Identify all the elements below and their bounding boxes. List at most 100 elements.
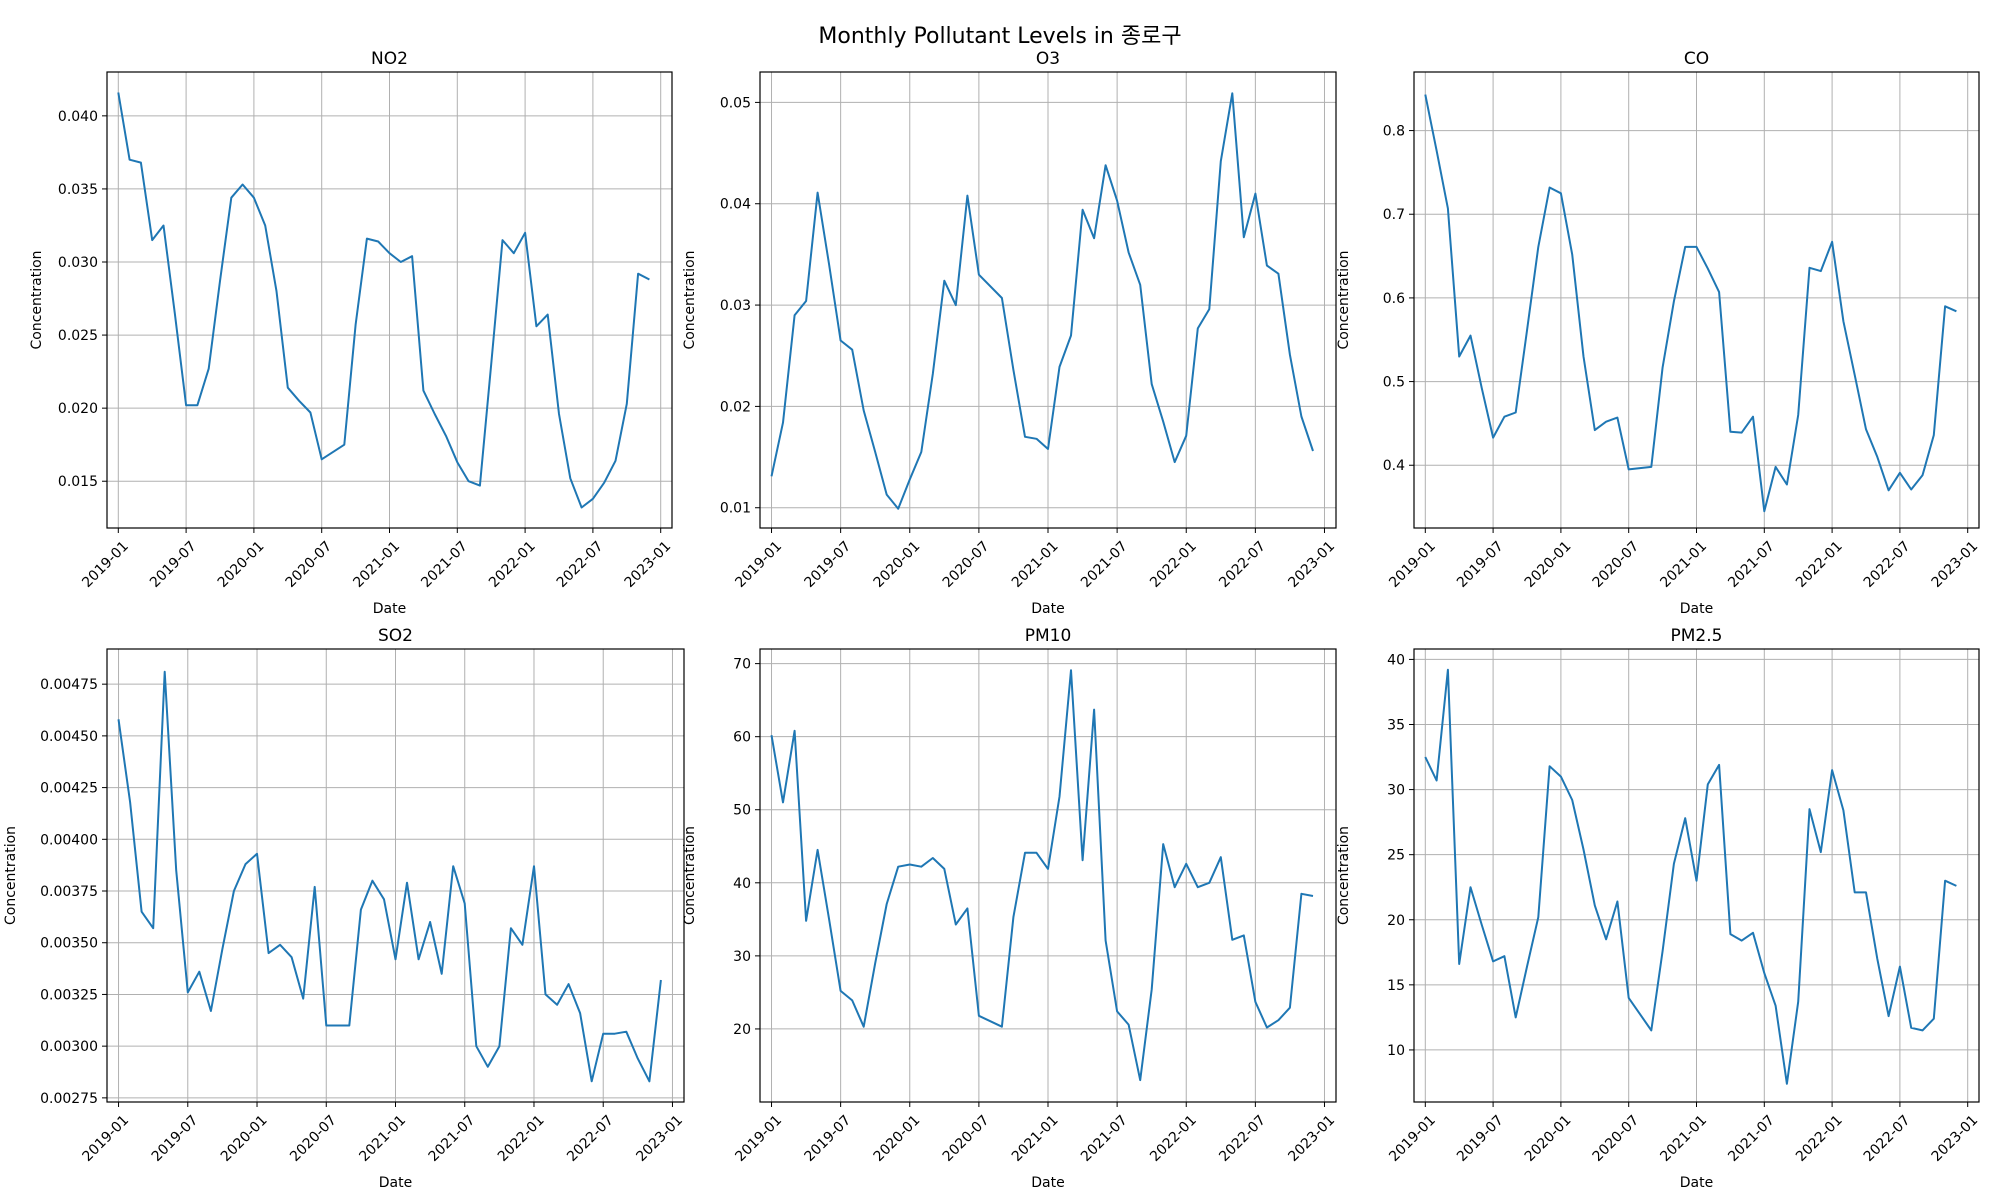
y-tick-label: 0.05 <box>720 95 751 111</box>
y-tick-label: 0.00350 <box>40 936 98 952</box>
x-tick-label: 2022-07 <box>564 1112 617 1165</box>
x-tick-label: 2021-07 <box>1725 538 1778 591</box>
y-axis-label: Concentration <box>3 826 19 925</box>
x-tick-label: 2022-07 <box>1861 1112 1914 1165</box>
y-tick-label: 40 <box>1387 652 1405 668</box>
x-axis-label: Date <box>1031 601 1064 617</box>
x-tick-label: 2019-07 <box>802 538 855 591</box>
x-tick-label: 2020-01 <box>871 1112 924 1165</box>
y-tick-label: 35 <box>1387 718 1405 734</box>
x-tick-label: 2019-07 <box>802 1112 855 1165</box>
x-tick-label: 2022-01 <box>1147 538 1200 591</box>
axes-frame <box>1413 648 1980 1103</box>
x-tick-label: 2023-01 <box>633 1112 686 1165</box>
y-tick-label: 0.040 <box>58 109 98 125</box>
x-tick-label: 2023-01 <box>1929 1112 1982 1165</box>
panel-o3: 0.01 0.02 0.03 0.04 0.05 2019-01 2019-07 2020-0… <box>682 49 1338 617</box>
y-tick-label: 20 <box>733 1022 751 1038</box>
x-tick-label: 2022-01 <box>486 538 539 591</box>
x-tick-label: 2021-01 <box>350 538 403 591</box>
series-line <box>770 92 1314 510</box>
y-axis-label: Concentration <box>29 250 45 349</box>
y-axis-label: Concentration <box>682 826 698 925</box>
y-axis-label: Concentration <box>1336 826 1352 925</box>
y-tick-label: 0.01 <box>720 501 751 517</box>
axes-frame <box>106 648 685 1103</box>
x-tick-label: 2020-01 <box>218 1112 271 1165</box>
x-tick-label: 2022-01 <box>1793 1112 1846 1165</box>
y-tick-label: 0.00400 <box>40 832 98 848</box>
x-tick-label: 2020-07 <box>1590 1112 1643 1165</box>
y-tick-label: 60 <box>733 730 751 746</box>
x-tick-label: 2021-07 <box>1078 538 1131 591</box>
x-tick-label: 2019-01 <box>79 538 132 591</box>
y-tick-label: 0.035 <box>58 182 98 198</box>
x-tick-label: 2021-01 <box>1009 1112 1062 1165</box>
y-tick-label: 40 <box>733 876 751 892</box>
x-axis-label: Date <box>1680 1175 1713 1191</box>
panel-title: SO2 <box>378 626 413 646</box>
panel-title: PM2.5 <box>1671 626 1723 646</box>
x-tick-label: 2019-07 <box>1454 1112 1507 1165</box>
y-tick-label: 10 <box>1387 1043 1405 1059</box>
panel-title: NO2 <box>371 49 408 69</box>
x-tick-label: 2019-07 <box>149 1112 202 1165</box>
x-tick-label: 2019-07 <box>1454 538 1507 591</box>
panel-so2: 0.00275 0.00300 0.00325 0.00350 0.00375 0.004… <box>3 626 686 1191</box>
y-tick-label: 30 <box>733 949 751 965</box>
panel-co: 0.4 0.5 0.6 0.7 0.8 2019-01 2019-07 2020-01 2020… <box>1336 49 1981 617</box>
x-tick-label: 2019-01 <box>1386 1112 1439 1165</box>
y-tick-label: 0.00275 <box>40 1091 98 1107</box>
figure-title: Monthly Pollutant Levels in 종로구 <box>818 24 1182 49</box>
panel-title: O3 <box>1036 49 1060 69</box>
x-tick-label: 2021-01 <box>1009 538 1062 591</box>
series-line <box>117 670 662 1083</box>
x-tick-label: 2020-01 <box>871 538 924 591</box>
x-tick-label: 2022-01 <box>1793 538 1846 591</box>
x-tick-label: 2019-01 <box>1386 538 1439 591</box>
y-tick-label: 0.00425 <box>40 781 98 797</box>
y-tick-label: 0.8 <box>1383 124 1405 140</box>
x-tick-label: 2022-01 <box>495 1112 548 1165</box>
y-tick-label: 0.030 <box>58 255 98 271</box>
x-tick-label: 2020-07 <box>940 538 993 591</box>
x-tick-label: 2023-01 <box>1285 538 1338 591</box>
y-tick-label: 0.03 <box>720 298 751 314</box>
x-tick-label: 2020-07 <box>1590 538 1643 591</box>
x-tick-label: 2019-01 <box>79 1112 132 1165</box>
axes-frame <box>759 648 1337 1103</box>
series-line <box>117 92 650 509</box>
y-tick-label: 15 <box>1387 978 1405 994</box>
x-tick-label: 2021-07 <box>426 1112 479 1165</box>
y-tick-label: 0.025 <box>58 328 98 344</box>
y-tick-label: 25 <box>1387 848 1405 864</box>
series-line <box>1424 668 1957 1085</box>
y-tick-label: 30 <box>1387 783 1405 799</box>
x-tick-label: 2020-07 <box>283 538 336 591</box>
x-tick-label: 2019-07 <box>147 538 200 591</box>
y-axis-label: Concentration <box>682 250 698 349</box>
axes-frame <box>1413 71 1980 529</box>
x-tick-label: 2020-01 <box>1522 1112 1575 1165</box>
x-tick-label: 2020-01 <box>1522 538 1575 591</box>
y-tick-label: 0.02 <box>720 399 751 415</box>
y-tick-label: 0.00300 <box>40 1039 98 1055</box>
y-tick-label: 0.020 <box>58 401 98 417</box>
x-tick-label: 2021-07 <box>418 538 471 591</box>
y-tick-label: 0.7 <box>1383 207 1405 223</box>
x-tick-label: 2021-07 <box>1078 1112 1131 1165</box>
x-tick-label: 2023-01 <box>1285 1112 1338 1165</box>
y-tick-label: 0.015 <box>58 474 98 490</box>
x-axis-label: Date <box>1031 1175 1064 1191</box>
panel-no2: 0.015 0.020 0.025 0.030 0.035 0.040 2019-01 201… <box>29 49 674 617</box>
y-tick-label: 50 <box>733 803 751 819</box>
x-axis-label: Date <box>379 1175 412 1191</box>
axes-frame <box>759 71 1337 529</box>
x-tick-label: 2021-01 <box>1657 538 1710 591</box>
y-tick-label: 0.00325 <box>40 987 98 1003</box>
y-tick-label: 0.00450 <box>40 729 98 745</box>
x-tick-label: 2019-01 <box>732 1112 785 1165</box>
panel-title: PM10 <box>1025 626 1072 646</box>
